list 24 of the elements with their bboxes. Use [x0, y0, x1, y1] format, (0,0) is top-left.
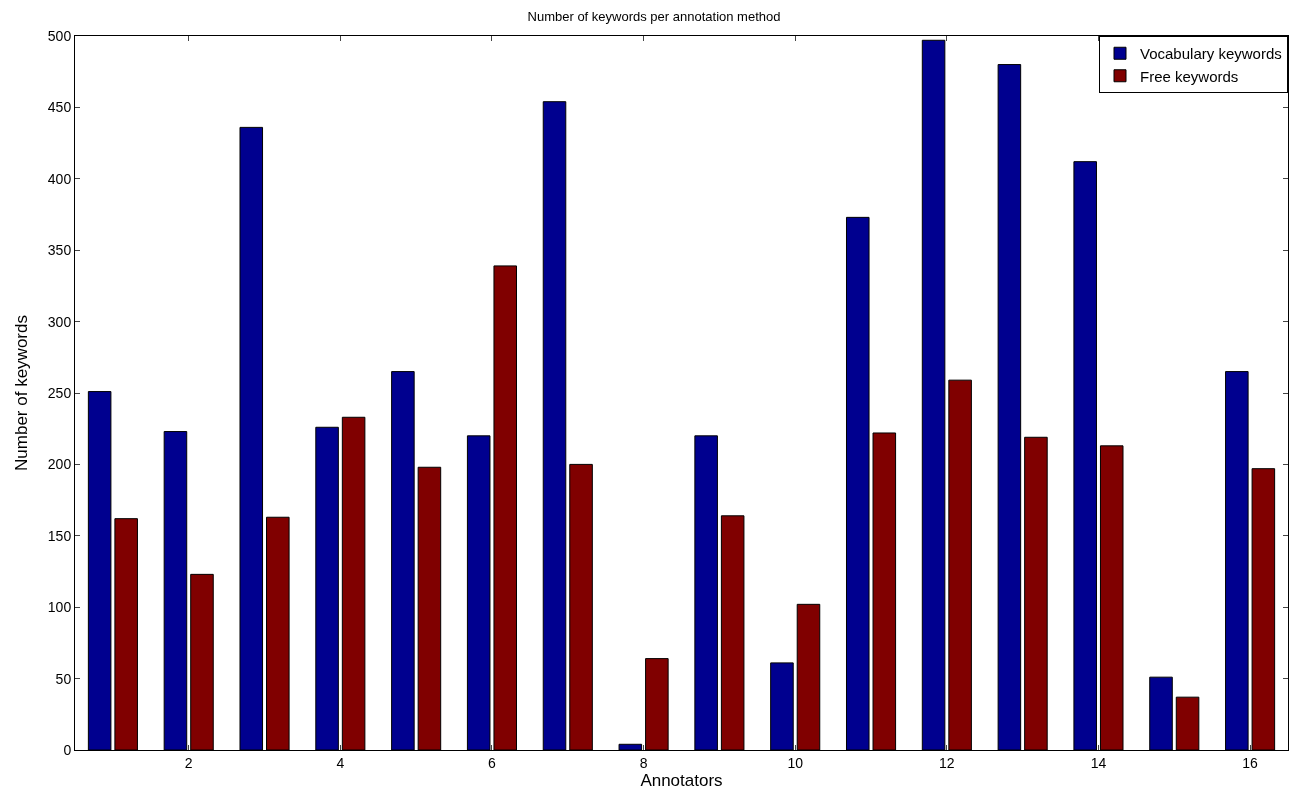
- y-tick-label: 200: [47, 456, 72, 473]
- y-tick-label: 450: [47, 99, 72, 116]
- x-tick-label: 12: [939, 754, 955, 771]
- x-axis-title: Annotators: [640, 771, 723, 791]
- y-tick-label: 0: [63, 741, 72, 758]
- y-tick-label: 300: [47, 313, 72, 330]
- y-tick-label: 350: [47, 242, 72, 259]
- x-tick-label: 14: [1090, 754, 1107, 771]
- y-tick-label: 100: [47, 599, 72, 616]
- x-tick-label: 2: [184, 754, 193, 771]
- x-tick-label: 6: [488, 754, 497, 771]
- legend-label: Free keywords: [1140, 67, 1239, 85]
- x-tick-label: 10: [787, 754, 804, 771]
- x-tick-label: 16: [1242, 754, 1259, 771]
- y-tick-label: 150: [47, 527, 72, 544]
- chart-title: Number of keywords per annotation method: [527, 9, 781, 25]
- y-tick-label: 500: [47, 27, 72, 44]
- y-tick-label: 400: [47, 170, 72, 187]
- x-tick-label: 8: [639, 754, 648, 771]
- legend-label: Vocabulary keywords: [1140, 45, 1282, 63]
- x-tick-label: 4: [336, 754, 345, 771]
- y-tick-label: 250: [47, 384, 72, 401]
- y-tick-label: 50: [55, 670, 72, 687]
- y-axis-title: Number of keywords: [12, 315, 32, 471]
